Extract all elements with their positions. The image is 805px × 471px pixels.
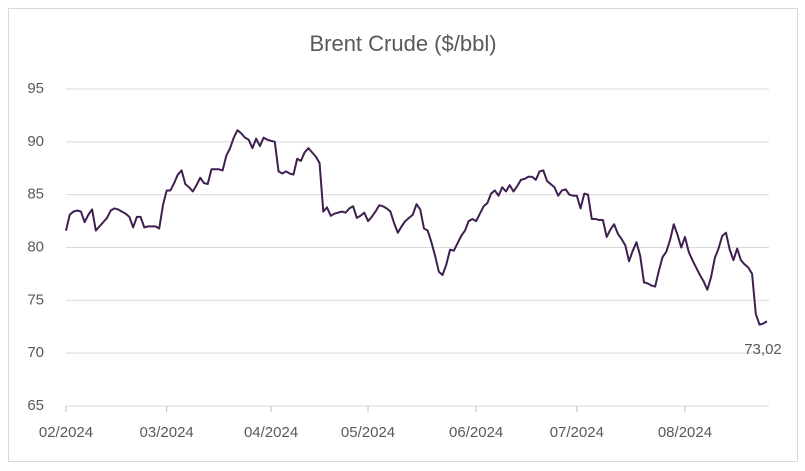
- chart-frame: [8, 8, 798, 462]
- x-tick-label: 08/2024: [658, 424, 712, 441]
- y-tick-label: 95: [27, 80, 44, 97]
- y-tick-label: 85: [27, 186, 44, 203]
- y-tick-label: 65: [27, 397, 44, 414]
- chart-title: Brent Crude ($/bbl): [309, 31, 496, 56]
- price-line: [65, 129, 768, 326]
- x-tick-label: 05/2024: [341, 424, 395, 441]
- x-tick-label: 04/2024: [244, 424, 298, 441]
- x-tick-label: 03/2024: [140, 424, 194, 441]
- x-tick-label: 06/2024: [449, 424, 503, 441]
- data-label: 73,02: [744, 341, 782, 358]
- y-tick-label: 80: [27, 238, 44, 255]
- y-tick-label: 90: [27, 133, 44, 150]
- y-tick-label: 75: [27, 291, 44, 308]
- x-tick-label: 02/2024: [39, 424, 93, 441]
- x-tick-label: 07/2024: [550, 424, 604, 441]
- y-tick-label: 70: [27, 344, 44, 361]
